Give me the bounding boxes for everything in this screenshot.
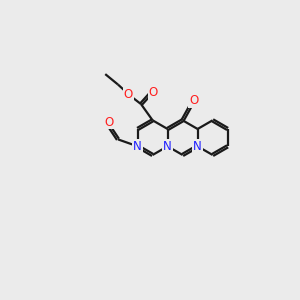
Text: N: N: [193, 140, 202, 153]
Text: N: N: [133, 140, 142, 153]
Text: O: O: [124, 88, 133, 101]
Text: O: O: [149, 86, 158, 99]
Text: O: O: [104, 116, 113, 128]
Text: N: N: [163, 140, 172, 153]
Text: O: O: [189, 94, 198, 107]
